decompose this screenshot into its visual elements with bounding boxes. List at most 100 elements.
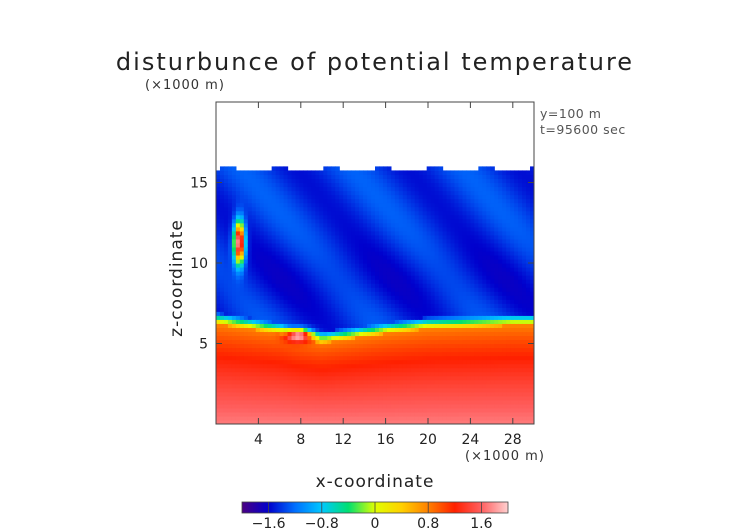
- heatmap-cell: [263, 287, 269, 292]
- heatmap-cell: [426, 403, 432, 409]
- heatmap-cell: [506, 263, 511, 268]
- heatmap-cell: [375, 222, 380, 228]
- heatmap-cell: [410, 399, 416, 405]
- heatmap-cell: [283, 367, 289, 373]
- heatmap-cell: [283, 166, 289, 172]
- heatmap-cell: [514, 246, 519, 252]
- heatmap-cell: [498, 218, 503, 224]
- heatmap-cell: [426, 250, 432, 256]
- heatmap-cell: [402, 371, 408, 377]
- heatmap-cell: [263, 263, 269, 268]
- heatmap-cell: [518, 226, 523, 232]
- heatmap-cell: [474, 347, 479, 353]
- heatmap-cell: [327, 283, 332, 288]
- heatmap-cell: [335, 387, 340, 393]
- heatmap-cell: [303, 307, 309, 312]
- heatmap-cell: [367, 279, 372, 284]
- heatmap-cell: [239, 279, 245, 284]
- heatmap-cell: [331, 166, 336, 172]
- heatmap-cell: [239, 331, 245, 337]
- heatmap-cell: [283, 230, 289, 236]
- heatmap-cell: [367, 367, 372, 373]
- heatmap-cell: [363, 347, 368, 353]
- heatmap-cell: [355, 178, 360, 184]
- heatmap-cell: [351, 419, 356, 424]
- heatmap-cell: [251, 246, 257, 252]
- heatmap-cell: [418, 226, 424, 232]
- heatmap-cell: [454, 407, 460, 413]
- heatmap-cell: [450, 182, 456, 188]
- heatmap-cell: [319, 271, 324, 276]
- heatmap-cell: [231, 295, 237, 300]
- heatmap-cell: [287, 319, 293, 324]
- heatmap-cell: [295, 275, 301, 280]
- heatmap-cell: [251, 371, 257, 377]
- heatmap-cell: [235, 295, 241, 300]
- heatmap-cell: [394, 295, 400, 300]
- heatmap-cell: [526, 238, 531, 244]
- heatmap-cell: [526, 371, 531, 377]
- heatmap-cell: [462, 226, 468, 232]
- heatmap-cell: [287, 194, 293, 200]
- heatmap-cell: [462, 271, 468, 276]
- heatmap-cell: [494, 279, 499, 284]
- heatmap-cell: [414, 347, 420, 353]
- heatmap-cell: [263, 311, 269, 316]
- heatmap-cell: [478, 218, 483, 224]
- heatmap-cell: [227, 291, 233, 296]
- heatmap-cell: [398, 182, 404, 188]
- heatmap-cell: [375, 315, 380, 320]
- heatmap-cell: [490, 399, 495, 405]
- heatmap-cell: [335, 391, 340, 397]
- heatmap-cell: [271, 198, 277, 204]
- heatmap-cell: [434, 399, 440, 405]
- heatmap-cell: [454, 275, 460, 280]
- heatmap-cell: [510, 198, 515, 204]
- heatmap-cell: [263, 355, 269, 361]
- heatmap-cell: [506, 407, 511, 413]
- heatmap-cell: [470, 355, 475, 361]
- heatmap-cell: [470, 210, 475, 216]
- heatmap-cell: [474, 327, 479, 333]
- heatmap-cell: [331, 323, 336, 328]
- heatmap-cell: [514, 327, 519, 333]
- heatmap-cell: [506, 379, 511, 385]
- heatmap-cell: [398, 254, 404, 260]
- heatmap-cell: [514, 331, 519, 337]
- heatmap-cell: [331, 391, 336, 397]
- heatmap-cell: [510, 383, 515, 389]
- heatmap-cell: [482, 359, 487, 365]
- heatmap-cell: [418, 198, 424, 204]
- heatmap-cell: [394, 263, 400, 268]
- heatmap-cell: [239, 319, 245, 324]
- heatmap-cell: [446, 170, 452, 176]
- heatmap-cell: [482, 407, 487, 413]
- heatmap-cell: [371, 238, 376, 244]
- heatmap-cell: [386, 275, 392, 280]
- heatmap-cell: [514, 234, 519, 240]
- heatmap-cell: [315, 283, 320, 288]
- heatmap-cell: [327, 202, 332, 208]
- heatmap-cell: [243, 279, 249, 284]
- heatmap-cell: [526, 250, 531, 256]
- heatmap-cell: [339, 419, 344, 424]
- heatmap-cell: [375, 343, 380, 349]
- heatmap-cell: [406, 174, 412, 180]
- heatmap-cell: [378, 206, 384, 212]
- heatmap-cell: [339, 178, 344, 184]
- heatmap-cell: [430, 202, 436, 208]
- heatmap-cell: [271, 214, 277, 220]
- heatmap-cell: [239, 238, 245, 244]
- heatmap-cell: [271, 267, 277, 272]
- heatmap-cell: [458, 238, 464, 244]
- heatmap-cell: [259, 275, 265, 280]
- heatmap-cell: [219, 250, 225, 256]
- heatmap-cell: [235, 170, 241, 176]
- heatmap-cell: [478, 287, 483, 292]
- heatmap-cell: [450, 323, 456, 328]
- heatmap-cell: [283, 383, 289, 389]
- heatmap-cell: [235, 355, 241, 361]
- heatmap-cell: [307, 399, 312, 405]
- heatmap-cell: [351, 218, 356, 224]
- heatmap-cell: [490, 419, 495, 424]
